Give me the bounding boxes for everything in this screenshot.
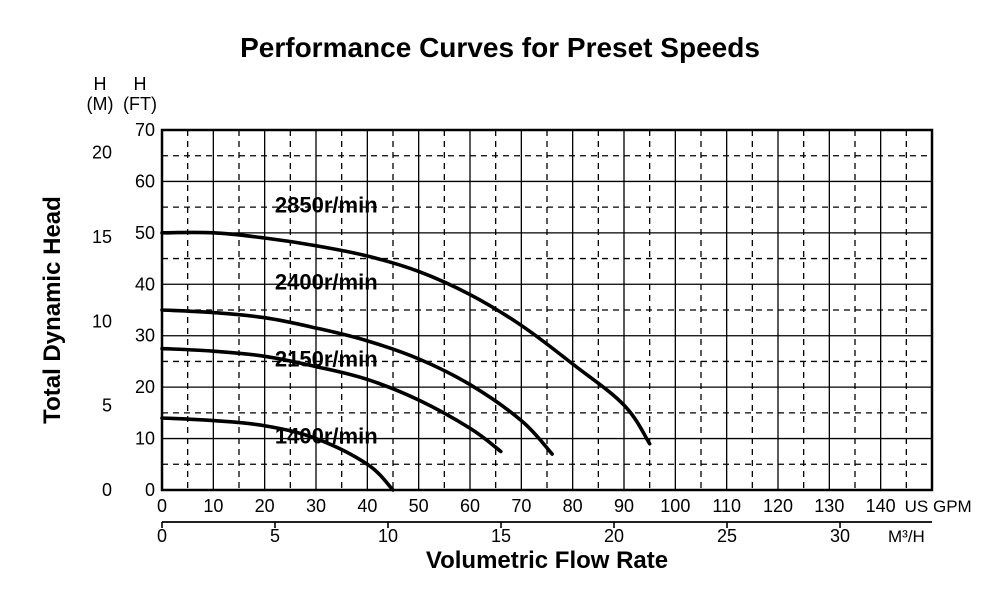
x-gpm-unit: US GPM	[905, 497, 972, 516]
y-ft-tick: 60	[135, 171, 155, 191]
curve-0	[162, 232, 650, 443]
y-ft-tick: 70	[135, 120, 155, 140]
y-ft-header1: H	[134, 74, 147, 94]
y-m-tick: 15	[92, 227, 112, 247]
chart-title: Performance Curves for Preset Speeds	[0, 32, 1000, 64]
y-m-header1: H	[94, 74, 107, 94]
x-gpm-tick: 0	[157, 496, 167, 516]
x-gpm-tick: 80	[563, 496, 583, 516]
y-axis-title: Total Dynamic Head	[39, 196, 66, 424]
curve-label-0: 2850r/min	[275, 192, 378, 217]
x-gpm-tick: 10	[203, 496, 223, 516]
y-ft-tick: 0	[145, 480, 155, 500]
x-gpm-tick: 40	[357, 496, 377, 516]
curve-label-1: 2400r/min	[275, 269, 378, 294]
x-gpm-tick: 130	[814, 496, 844, 516]
x-gpm-tick: 120	[763, 496, 793, 516]
y-ft-tick: 50	[135, 223, 155, 243]
y-ft-tick: 30	[135, 326, 155, 346]
x-m3h-tick: 5	[270, 526, 280, 546]
y-ft-tick: 40	[135, 274, 155, 294]
y-m-tick: 10	[92, 311, 112, 331]
x-m3h-unit: M³/H	[888, 527, 925, 546]
x-gpm-tick: 20	[255, 496, 275, 516]
y-m-tick: 0	[102, 480, 112, 500]
curve-label-3: 1400r/min	[275, 424, 378, 449]
x-m3h-tick: 20	[604, 526, 624, 546]
y-ft-header2: (FT)	[123, 94, 157, 114]
x-gpm-tick: 110	[712, 496, 741, 516]
x-gpm-tick: 50	[409, 496, 429, 516]
x-m3h-tick: 30	[830, 526, 850, 546]
y-ft-tick: 10	[135, 429, 155, 449]
y-m-tick: 5	[102, 396, 112, 416]
y-m-header2: (M)	[87, 94, 114, 114]
curve-label-2: 2150r/min	[275, 347, 378, 372]
y-m-tick: 20	[92, 143, 112, 163]
x-gpm-tick: 90	[614, 496, 634, 516]
x-m3h-tick: 0	[157, 526, 167, 546]
performance-chart: 2850r/min 2400r/min 2150r/min 1400r/min 0 10 2…	[0, 0, 1000, 616]
x-gpm-tick: 140	[866, 496, 896, 516]
x-gpm-tick: 30	[306, 496, 326, 516]
x-gpm-tick: 60	[460, 496, 480, 516]
x-gpm-tick: 100	[660, 496, 690, 516]
y-ft-tick: 20	[135, 377, 155, 397]
x-gpm-tick: 70	[511, 496, 531, 516]
x-m3h-tick: 25	[717, 526, 737, 546]
x-axis-title: Volumetric Flow Rate	[426, 547, 668, 574]
x-m3h-tick: 15	[491, 526, 511, 546]
x-m3h-tick: 10	[378, 526, 398, 546]
